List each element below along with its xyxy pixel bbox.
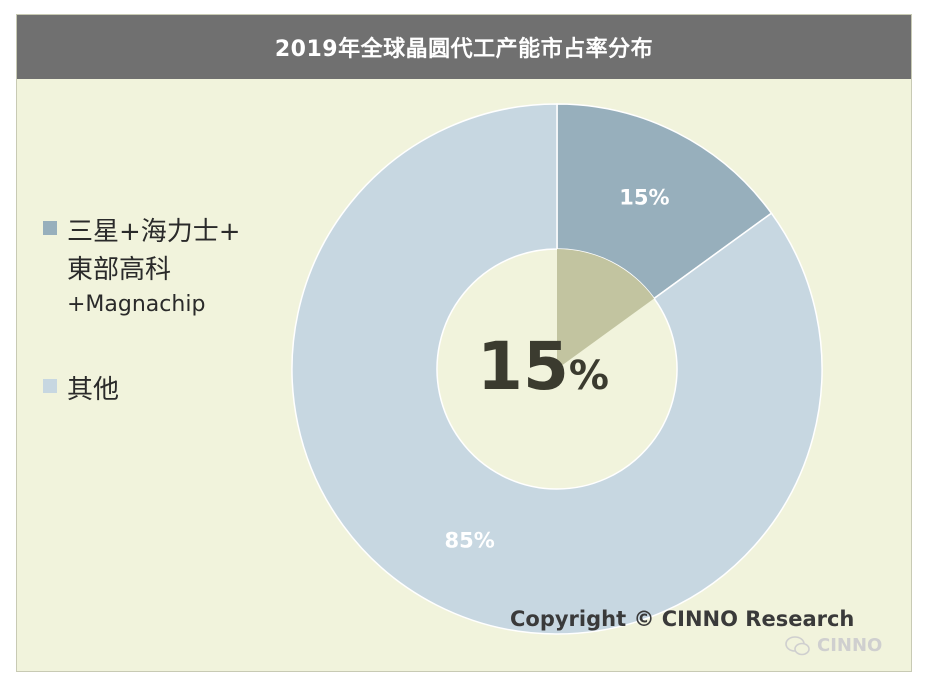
legend-label-others: 其他 [67, 375, 120, 405]
wechat-icon [785, 635, 810, 655]
title-bar: 2019年全球晶圆代工产能市占率分布 [17, 15, 911, 79]
legend: 三星+海力士+ 東部高科 +Magnachip 其他 [39, 213, 289, 505]
chart-frame: 2019年全球晶圆代工产能市占率分布 15% 85% 15% 三星+海力士+ 東部高… [16, 14, 912, 672]
slice-label-0: 15% [619, 185, 669, 209]
donut-chart: 15% 85% 15% [291, 103, 823, 635]
legend-swatch-others [43, 379, 57, 393]
legend-label-line3: +Magnachip [67, 292, 206, 317]
watermark-text: CINNO [817, 635, 883, 656]
legend-item-others[interactable]: 其他 [39, 371, 289, 409]
legend-label-line2: 東部高科 [67, 255, 172, 285]
legend-swatch-samsung-group [43, 221, 57, 235]
watermark: CINNO [785, 635, 882, 656]
donut-slice-1[interactable] [291, 103, 823, 635]
center-label: 15% [477, 328, 609, 405]
center-highlight-wedge [557, 249, 655, 369]
chart-title: 2019年全球晶圆代工产能市占率分布 [274, 37, 654, 62]
copyright-text: Copyright © CINNO Research [510, 607, 855, 631]
legend-item-samsung-group[interactable]: 三星+海力士+ 東部高科 +Magnachip [39, 213, 289, 321]
slice-label-1: 85% [444, 529, 494, 553]
legend-label-line1: 三星+海力士+ [67, 217, 241, 247]
